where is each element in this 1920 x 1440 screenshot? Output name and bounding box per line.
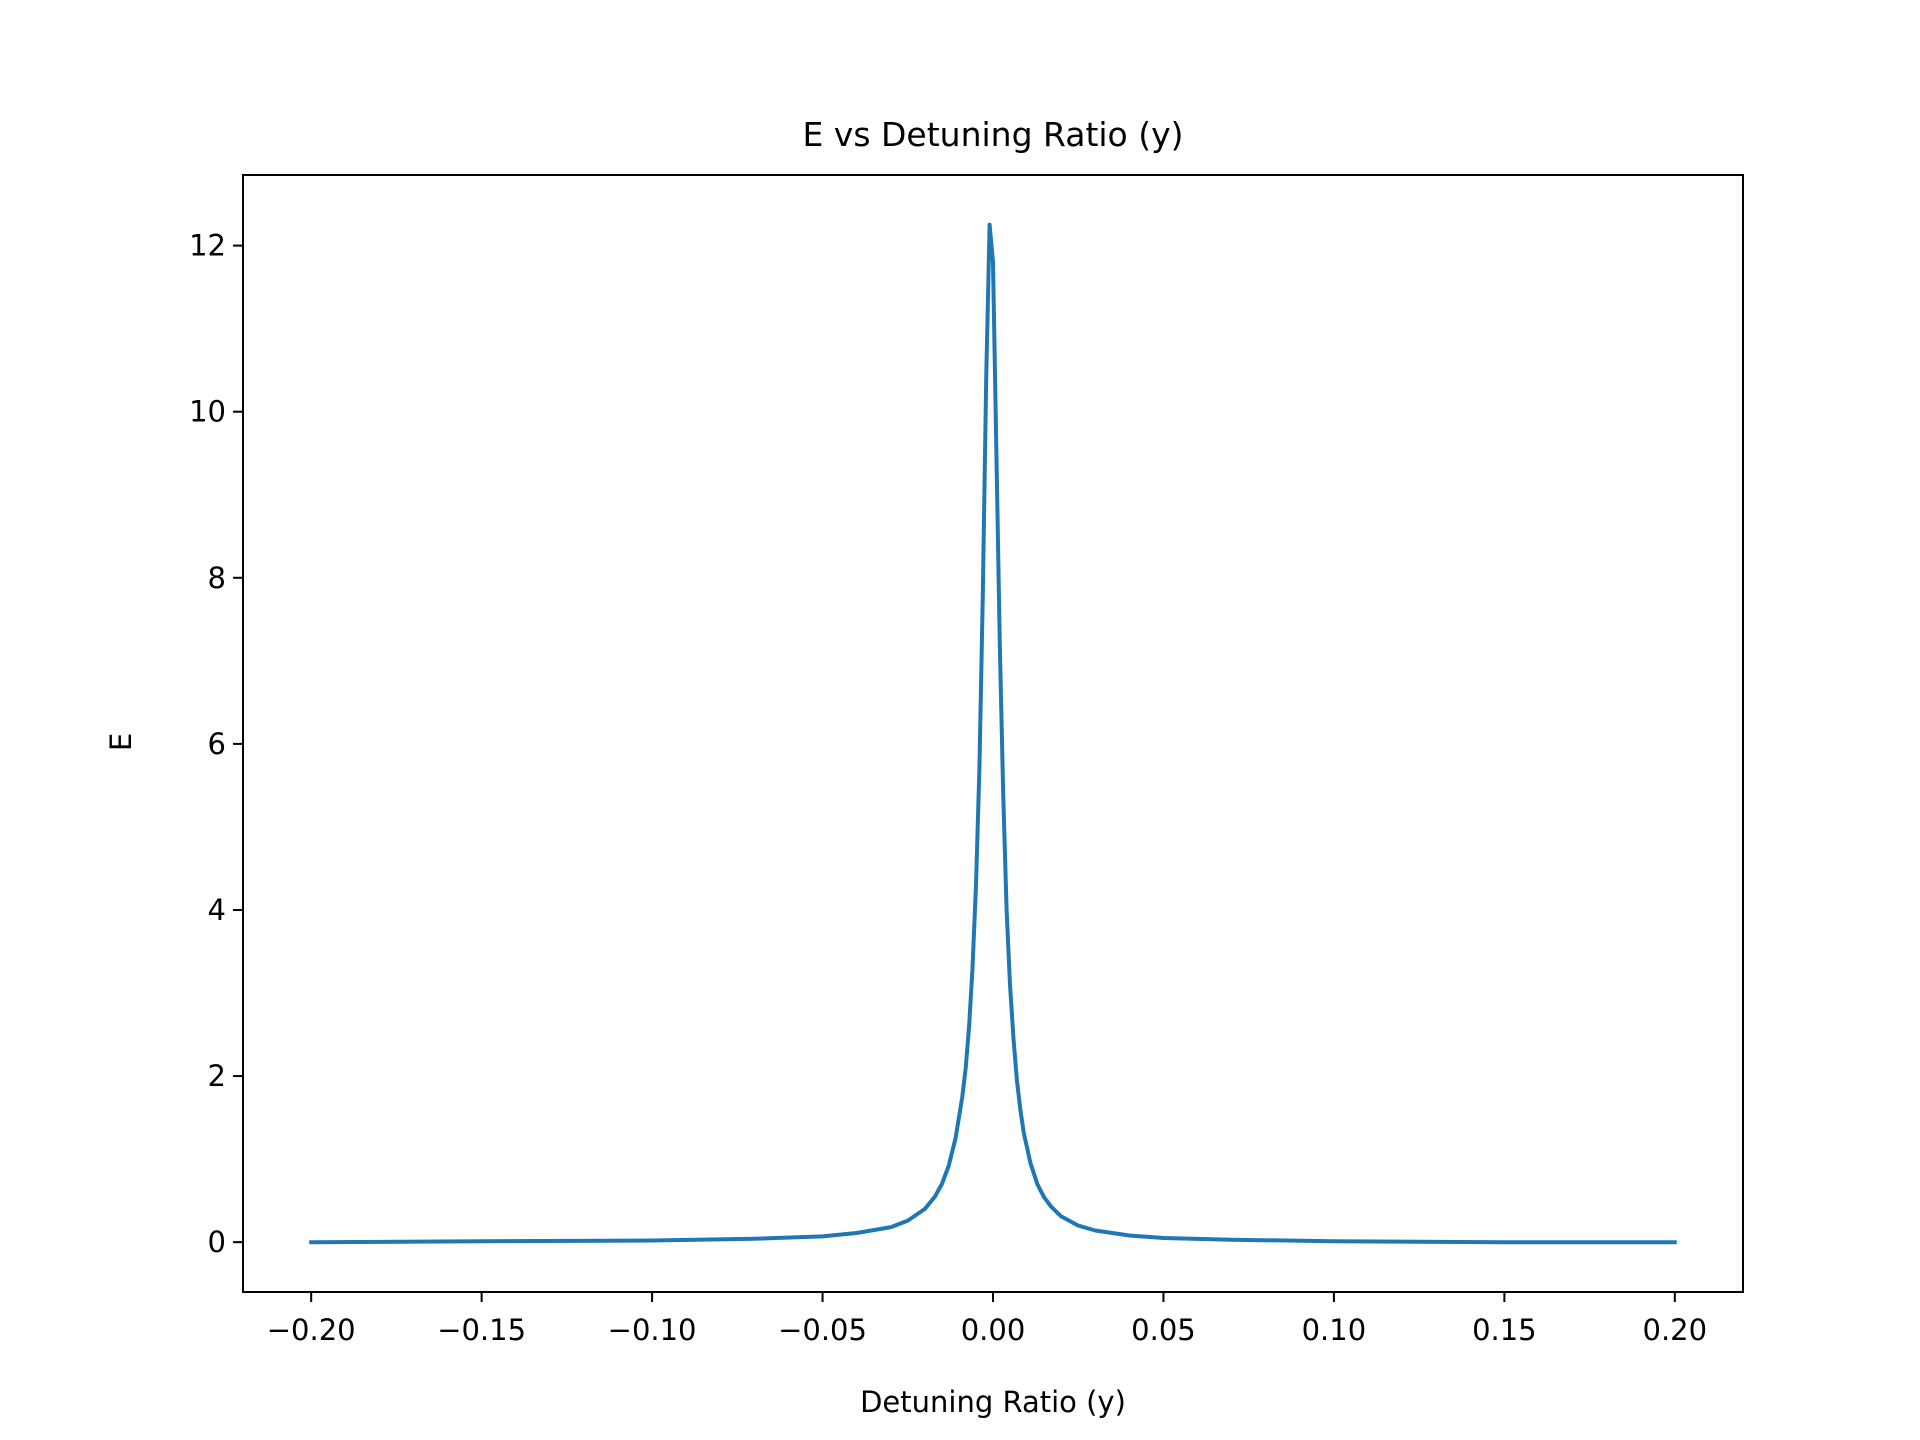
x-tick-label: 0.00 — [961, 1313, 1026, 1347]
x-tick-label: −0.05 — [778, 1313, 867, 1347]
x-tick-label: 0.10 — [1302, 1313, 1367, 1347]
x-axis-label: Detuning Ratio (y) — [860, 1385, 1126, 1419]
x-tick-label: −0.15 — [437, 1313, 526, 1347]
y-tick-label: 12 — [189, 229, 226, 263]
y-tick-label: 8 — [208, 561, 226, 595]
x-axis-ticks: −0.20 −0.15 −0.10 −0.05 0.00 0.05 0.10 0.15 0.20 — [267, 1292, 1707, 1347]
y-axis-label: E — [104, 733, 138, 751]
y-tick-label: 4 — [208, 893, 226, 927]
x-tick-label: −0.10 — [608, 1313, 697, 1347]
y-tick-label: 6 — [208, 727, 226, 761]
x-tick-label: 0.15 — [1472, 1313, 1537, 1347]
series-line-0 — [309, 222, 1677, 1245]
y-tick-label: 0 — [208, 1225, 226, 1259]
y-tick-label: 2 — [208, 1059, 226, 1093]
y-axis-ticks: 0 2 4 6 8 10 12 — [189, 229, 243, 1259]
y-tick-label: 10 — [189, 395, 226, 429]
plot-frame — [242, 174, 1744, 1293]
chart-title: E vs Detuning Ratio (y) — [802, 115, 1183, 154]
x-tick-label: 0.20 — [1643, 1313, 1708, 1347]
x-tick-label: 0.05 — [1131, 1313, 1196, 1347]
x-tick-label: −0.20 — [267, 1313, 356, 1347]
plot-area — [309, 222, 1677, 1245]
